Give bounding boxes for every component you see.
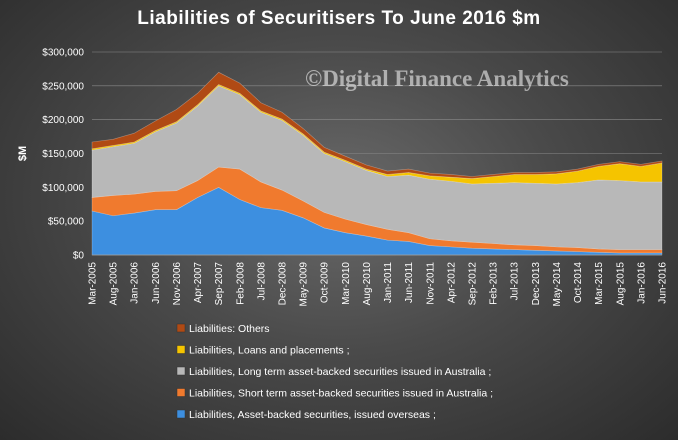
x-tick-label: Aug-2005 <box>109 262 120 306</box>
y-tick-label: $0 <box>73 251 85 262</box>
y-axis-label: $M <box>17 146 29 161</box>
x-tick-label: Oct-2014 <box>573 262 584 304</box>
x-axis: Mar-2005 Aug-2005 Jan-2006 Jun-2006 Nov-2006… <box>88 254 669 307</box>
x-tick-label: Oct-2009 <box>320 262 331 304</box>
x-tick-label: Jun-2016 <box>658 262 669 304</box>
x-tick-label: Dec-2008 <box>278 262 289 306</box>
x-tick-label: Nov-2011 <box>425 262 436 305</box>
y-tick-label: $200,000 <box>42 115 84 126</box>
x-tick-label: Jan-2006 <box>130 262 141 304</box>
x-tick-label: Feb-2013 <box>489 262 500 305</box>
y-axis: $0 $50,000 $100,000 $150,000 $200,000 $250,00… <box>17 48 84 262</box>
x-tick-label: Sep-2007 <box>214 262 225 306</box>
series-areas <box>91 71 663 256</box>
area-others <box>91 71 663 179</box>
x-tick-label: Nov-2006 <box>172 262 183 306</box>
x-tick-label: Jul-2008 <box>256 262 267 301</box>
y-tick-label: $100,000 <box>42 183 84 194</box>
chart-title: Liabilities of Securitisers To June 2016… <box>137 8 541 29</box>
legend-label: Liabilities: Others <box>189 323 270 335</box>
area-loans <box>91 84 663 185</box>
x-tick-label: Feb-2008 <box>235 262 246 305</box>
legend-swatch <box>176 345 186 354</box>
legend-item-others: Liabilities: Others <box>176 323 270 335</box>
x-tick-label: Mar-2015 <box>594 262 605 305</box>
legend-label: Liabilities, Long term asset-backed secu… <box>189 366 491 378</box>
x-tick-label: May-2009 <box>299 262 310 307</box>
x-tick-label: Aug-2010 <box>362 262 373 306</box>
legend-swatch <box>176 409 186 419</box>
x-tick-label: Jan-2016 <box>636 262 647 304</box>
x-tick-label: Sep-2012 <box>468 262 479 306</box>
legend-item-overseas: Liabilities, Asset-backed securities, is… <box>176 409 436 421</box>
x-tick-label: May-2014 <box>552 262 563 307</box>
legend-swatch <box>176 366 186 376</box>
y-tick-label: $50,000 <box>48 217 85 228</box>
area-short_term <box>91 166 663 254</box>
legend-label: Liabilities, Asset-backed securities, is… <box>189 409 436 421</box>
legend-item-short_term: Liabilities, Short term asset-backed sec… <box>176 388 493 400</box>
x-tick-label: Apr-2012 <box>446 262 457 304</box>
legend-label: Liabilities, Loans and placements ; <box>189 345 350 357</box>
legend-item-loans: Liabilities, Loans and placements ; <box>176 345 350 357</box>
x-tick-label: Jul-2013 <box>510 262 521 301</box>
x-tick-label: Mar-2005 <box>88 262 99 305</box>
x-tick-label: Jun-2006 <box>151 262 162 304</box>
y-tick-label: $300,000 <box>42 48 84 59</box>
x-tick-label: Mar-2010 <box>341 262 352 305</box>
x-tick-label: Jan-2011 <box>383 262 394 303</box>
x-tick-label: Jun-2011 <box>404 262 415 303</box>
x-tick-label: Aug-2015 <box>615 262 626 306</box>
x-tick-label: Apr-2007 <box>193 262 204 304</box>
y-tick-label: $150,000 <box>42 149 84 160</box>
watermark: ©Digital Finance Analytics <box>305 66 569 91</box>
legend: Liabilities: Others Liabilities, Loans an… <box>176 323 493 421</box>
x-tick-label: Dec-2013 <box>531 262 542 306</box>
legend-swatch <box>176 323 186 333</box>
y-tick-label: $250,000 <box>42 81 84 92</box>
legend-label: Liabilities, Short term asset-backed sec… <box>189 388 493 400</box>
legend-swatch <box>176 388 186 397</box>
legend-item-long_term: Liabilities, Long term asset-backed secu… <box>176 366 491 378</box>
